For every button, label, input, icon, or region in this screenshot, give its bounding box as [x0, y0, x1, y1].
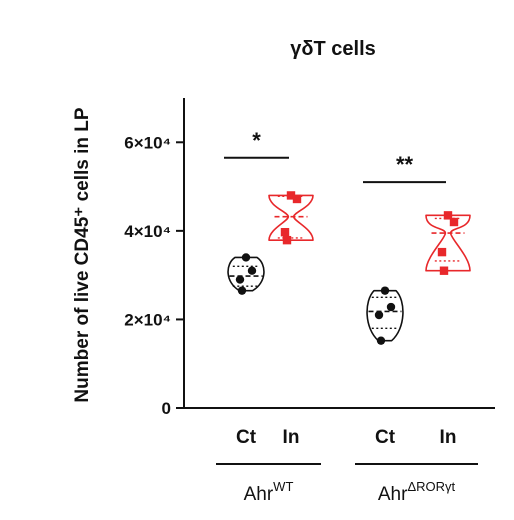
data-point: [235, 275, 245, 284]
significance-label: *: [252, 128, 261, 153]
y-axis-label: Number of live CD45⁺ cells in LP: [72, 107, 93, 402]
y-tick-label: 4×10⁴: [124, 222, 171, 241]
group-label: AhrΔRORγt: [378, 479, 456, 505]
data-point: [280, 227, 290, 237]
y-tick-label: 6×10⁴: [124, 133, 171, 152]
data-point: [374, 310, 384, 320]
violin-outline: [366, 289, 404, 342]
group-label-base: Ahr: [244, 484, 274, 505]
data-point: [449, 217, 459, 227]
group-label-base: Ahr: [378, 484, 408, 505]
chart-title: γδT cells: [290, 38, 376, 60]
violin-outline: [425, 214, 471, 272]
significance-label: **: [396, 152, 414, 177]
category-label: Ct: [236, 427, 257, 448]
group-label-superscript: ΔRORγt: [407, 479, 455, 494]
data-point: [237, 286, 247, 295]
category-labels: Ct In Ct In: [236, 427, 456, 448]
group-label-superscript: WT: [273, 479, 293, 494]
data-point: [292, 194, 302, 204]
data-point: [282, 235, 292, 245]
data-points: [235, 191, 459, 345]
y-ticks: 0 2×10⁴ 4×10⁴ 6×10⁴: [124, 133, 184, 418]
data-point: [437, 247, 447, 257]
violins: [227, 194, 471, 342]
axes: [183, 98, 495, 409]
data-point: [380, 286, 390, 295]
category-label: Ct: [375, 427, 396, 448]
data-point: [439, 266, 449, 275]
data-point: [376, 336, 386, 345]
category-label: In: [440, 427, 457, 448]
data-point: [443, 211, 453, 220]
group-labels: AhrWT AhrΔRORγt: [216, 463, 478, 505]
data-point: [247, 266, 257, 275]
y-tick-label: 2×10⁴: [124, 310, 171, 329]
violin-outline: [268, 194, 314, 241]
violin-outline: [227, 256, 265, 292]
group-label: AhrWT: [244, 479, 294, 505]
significance-markers: ***: [224, 128, 446, 184]
category-label: In: [283, 427, 300, 448]
y-tick-label: 0: [162, 399, 171, 418]
data-point: [286, 191, 296, 200]
data-point: [241, 253, 251, 262]
data-point: [386, 302, 396, 312]
